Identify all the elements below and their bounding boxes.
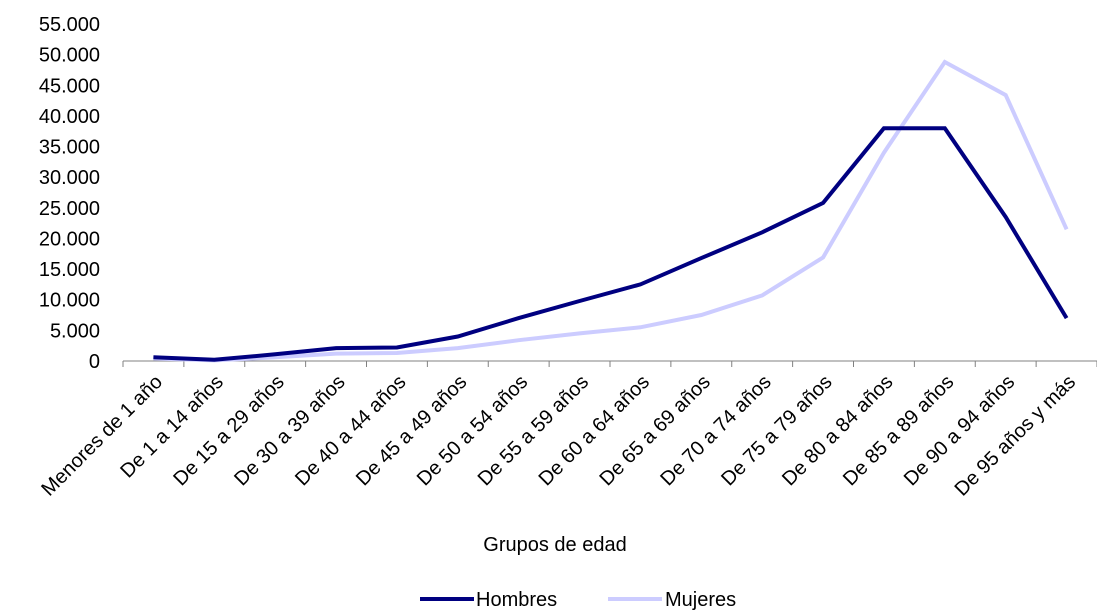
y-tick-label: 0 — [89, 351, 100, 373]
x-tick-label: De 1 a 14 años — [116, 371, 227, 482]
series-line-hombres — [153, 126, 1069, 362]
x-tick-label: De 80 a 84 años — [778, 371, 897, 490]
y-axis-ticks: 0 5.000 10.000 15.000 20.000 25.000 30.000 35.0… — [39, 14, 100, 373]
series-layer — [153, 59, 1069, 363]
y-tick-label: 20.000 — [39, 228, 100, 250]
x-tick-label: De 15 a 29 años — [169, 371, 288, 490]
axes — [122, 360, 1097, 367]
y-tick-label: 45.000 — [39, 75, 100, 97]
y-tick-label: 40.000 — [39, 106, 100, 128]
x-tick-label: De 50 a 54 años — [413, 371, 532, 490]
x-tick-label: De 40 a 44 años — [291, 371, 410, 490]
y-tick-label: 35.000 — [39, 137, 100, 159]
x-tick-label: De 90 a 94 años — [900, 371, 1019, 490]
y-tick-label: 10.000 — [39, 290, 100, 312]
x-tick-label: De 55 a 59 años — [474, 371, 593, 490]
legend-label-mujeres: Mujeres — [665, 589, 736, 610]
y-tick-label: 15.000 — [39, 259, 100, 281]
x-tick-label: De 85 a 89 años — [839, 371, 958, 490]
x-tick-label: De 70 a 74 años — [656, 371, 775, 490]
x-tick-label: De 65 a 69 años — [596, 371, 715, 490]
x-axis-title: Grupos de edad — [483, 534, 626, 556]
series-line-mujeres — [153, 59, 1069, 363]
legend: Hombres Mujeres — [420, 589, 736, 610]
y-tick-label: 55.000 — [39, 14, 100, 36]
x-tick-label: De 30 a 39 años — [230, 371, 349, 490]
y-tick-label: 25.000 — [39, 198, 100, 220]
y-tick-label: 5.000 — [50, 320, 100, 342]
x-tick-label: De 60 a 64 años — [535, 371, 654, 490]
y-tick-label: 30.000 — [39, 167, 100, 189]
x-tick-label: De 45 a 49 años — [352, 371, 471, 490]
y-tick-label: 50.000 — [39, 45, 100, 67]
legend-label-hombres: Hombres — [476, 589, 557, 610]
x-tick-label: De 75 a 79 años — [717, 371, 836, 490]
